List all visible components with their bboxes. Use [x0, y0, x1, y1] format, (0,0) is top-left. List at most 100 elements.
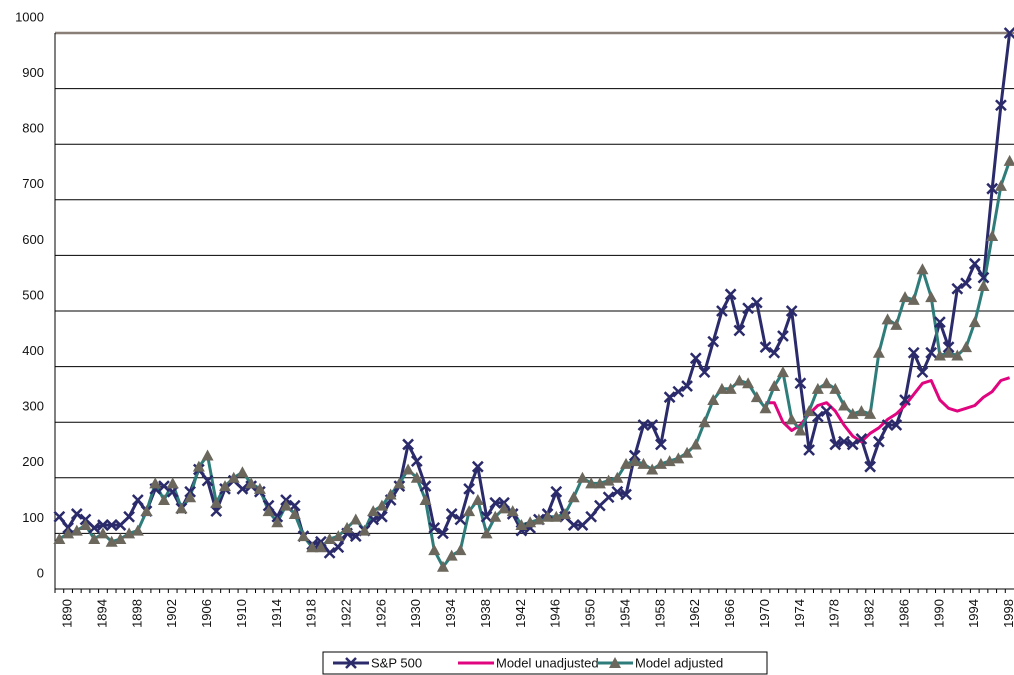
marker — [916, 366, 929, 379]
marker — [88, 521, 101, 534]
marker — [585, 510, 598, 523]
marker — [594, 499, 606, 512]
legend-label: S&P 500 — [371, 655, 422, 670]
marker — [698, 366, 711, 379]
marker — [960, 341, 973, 353]
marker — [1003, 27, 1014, 39]
marker — [567, 491, 580, 503]
x-tick-label: 1954 — [617, 599, 632, 628]
x-tick-label: 1974 — [792, 599, 807, 628]
marker — [689, 352, 702, 365]
marker — [114, 532, 127, 544]
marker — [454, 544, 467, 556]
marker — [323, 546, 336, 559]
marker — [977, 279, 990, 291]
marker — [262, 505, 275, 517]
marker — [750, 296, 763, 309]
marker — [637, 419, 650, 431]
marker — [454, 513, 467, 526]
y-tick-label: 300 — [22, 399, 44, 414]
marker — [733, 324, 746, 337]
marker — [288, 499, 301, 512]
y-tick-label: 0 — [37, 565, 44, 580]
marker — [759, 341, 772, 354]
marker — [829, 382, 842, 394]
marker — [655, 438, 667, 451]
marker — [654, 457, 667, 469]
marker — [166, 477, 179, 489]
marker — [576, 519, 589, 531]
x-tick-label: 1910 — [234, 599, 249, 628]
marker — [480, 527, 493, 539]
marker — [463, 505, 476, 517]
series-line — [58, 160, 1012, 569]
marker — [681, 380, 693, 392]
marker — [907, 346, 920, 359]
y-tick-label: 800 — [22, 121, 44, 136]
marker — [70, 508, 83, 520]
marker — [593, 477, 606, 489]
marker — [777, 330, 789, 342]
marker — [820, 405, 833, 417]
x-tick-label: 1898 — [129, 599, 144, 628]
y-tick-label: 700 — [22, 176, 44, 191]
marker — [707, 393, 720, 405]
marker — [785, 305, 798, 317]
x-tick-label: 1994 — [966, 599, 981, 628]
marker — [375, 499, 388, 511]
marker — [794, 377, 807, 390]
marker — [1003, 154, 1014, 166]
marker — [428, 521, 441, 534]
x-tick-label: 1938 — [478, 599, 493, 628]
marker — [794, 424, 807, 436]
marker — [960, 277, 972, 290]
marker — [567, 519, 580, 531]
marker — [742, 377, 755, 389]
marker — [942, 346, 955, 358]
marker — [70, 524, 83, 536]
marker — [968, 257, 981, 270]
marker — [445, 549, 458, 561]
marker — [123, 510, 135, 523]
marker — [419, 494, 432, 506]
marker — [925, 291, 938, 303]
marker — [436, 560, 449, 572]
marker — [890, 419, 903, 431]
marker — [550, 510, 563, 522]
marker — [105, 519, 118, 531]
legend-label: Model adjusted — [635, 655, 723, 670]
y-tick-label: 400 — [22, 343, 44, 358]
marker — [332, 541, 345, 554]
y-tick-label: 1000 — [15, 9, 44, 24]
marker — [175, 502, 188, 514]
marker — [602, 474, 615, 486]
x-tick-label: 1914 — [269, 599, 284, 628]
x-tick-label: 1958 — [652, 599, 667, 628]
marker — [428, 544, 441, 556]
marker — [288, 507, 301, 519]
marker — [820, 377, 833, 389]
x-tick-label: 1962 — [687, 599, 702, 628]
marker — [166, 485, 179, 498]
marker — [236, 483, 249, 495]
marker — [776, 366, 789, 378]
marker — [864, 407, 877, 419]
marker — [402, 463, 415, 475]
marker — [576, 471, 589, 483]
marker — [210, 496, 223, 508]
marker — [838, 435, 850, 448]
marker — [968, 316, 981, 328]
marker — [716, 305, 728, 317]
y-tick-label: 900 — [22, 65, 44, 80]
marker — [53, 532, 66, 544]
marker — [611, 485, 624, 498]
legend-marker — [609, 657, 621, 668]
marker — [393, 477, 406, 489]
marker — [864, 460, 877, 473]
marker — [158, 480, 170, 493]
marker — [750, 391, 763, 403]
marker — [559, 507, 572, 519]
marker — [114, 519, 127, 531]
marker — [602, 491, 615, 504]
x-tick-label: 1894 — [94, 599, 109, 628]
